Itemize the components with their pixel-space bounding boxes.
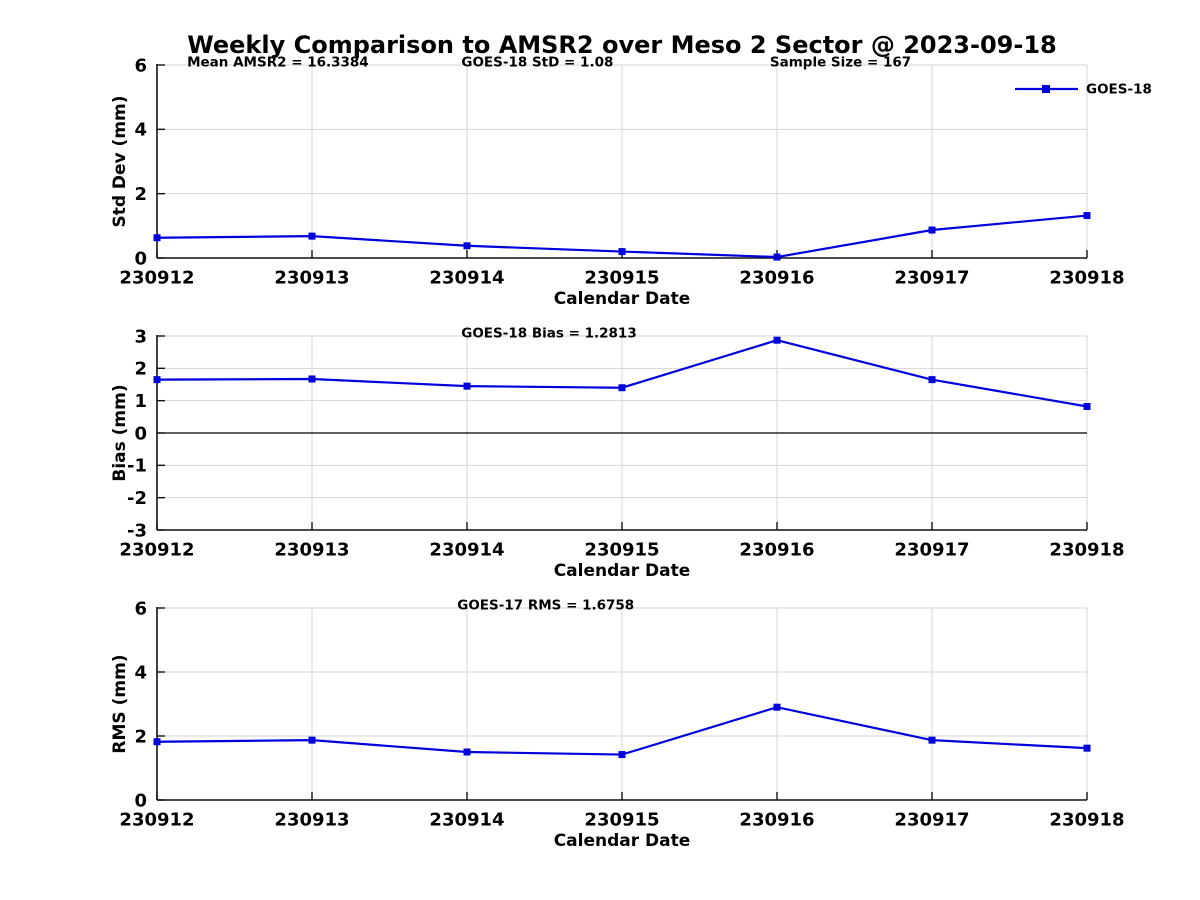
- y-tick-label: -2: [127, 488, 147, 509]
- data-point-marker: [308, 232, 316, 240]
- data-point-marker: [928, 376, 936, 384]
- data-point-marker: [153, 234, 161, 242]
- data-point-marker: [463, 748, 471, 756]
- annotation: GOES-18 StD = 1.08: [461, 55, 613, 71]
- std-dev-chart: 0 2 4 6 230912 230913 230914 230915 230916 230917…: [110, 55, 1152, 309]
- legend: GOES-18: [1015, 82, 1152, 98]
- x-tick-label: 230914: [429, 809, 504, 830]
- y-axis-label: Bias (mm): [110, 384, 130, 481]
- x-axis-label: Calendar Date: [554, 831, 691, 851]
- y-axis-label: Std Dev (mm): [110, 95, 130, 227]
- data-point-marker: [928, 226, 936, 234]
- x-tick-label: 230918: [1049, 809, 1124, 830]
- data-point-marker: [773, 253, 781, 261]
- x-tick-label: 230915: [584, 267, 659, 288]
- data-point-marker: [153, 738, 161, 746]
- y-axis-label: RMS (mm): [110, 654, 130, 753]
- x-tick-label: 230912: [119, 267, 194, 288]
- chart-title: Weekly Comparison to AMSR2 over Meso 2 S…: [187, 31, 1057, 59]
- x-tick-label: 230917: [894, 809, 969, 830]
- y-tick-label: 4: [134, 120, 147, 141]
- legend-marker: [1042, 85, 1050, 93]
- y-tick-label: 0: [134, 248, 147, 269]
- legend-label: GOES-18: [1086, 82, 1152, 98]
- y-tick-label: -1: [127, 456, 147, 477]
- rms-chart: 0 2 4 6 230912 230913 230914 230915 230916 230917…: [110, 598, 1125, 851]
- data-point-marker: [1083, 744, 1091, 752]
- y-tick-label: 6: [134, 55, 147, 76]
- y-tick-label: 3: [134, 326, 147, 347]
- data-point-marker: [618, 751, 626, 759]
- data-point-marker: [463, 382, 471, 390]
- x-tick-label: 230913: [274, 267, 349, 288]
- data-point-marker: [928, 736, 936, 744]
- data-point-marker: [308, 375, 316, 383]
- x-tick-label: 230913: [274, 539, 349, 560]
- x-tick-label: 230914: [429, 267, 504, 288]
- bias-chart: -3 -2 -1 0 1 2 3 230912 230913 230914 230915 230916…: [110, 326, 1125, 581]
- x-tick-label: 230915: [584, 809, 659, 830]
- x-tick-label: 230915: [584, 539, 659, 560]
- x-tick-label: 230912: [119, 539, 194, 560]
- y-tick-label: 2: [134, 726, 147, 747]
- data-point-marker: [773, 703, 781, 711]
- x-tick-label: 230912: [119, 809, 194, 830]
- x-tick-label: 230918: [1049, 267, 1124, 288]
- y-tick-label: 2: [134, 184, 147, 205]
- annotation: Sample Size = 167: [770, 55, 911, 71]
- x-tick-label: 230916: [739, 539, 814, 560]
- annotation: GOES-18 Bias = 1.2813: [461, 326, 636, 342]
- y-tick-label: 1: [134, 391, 147, 412]
- annotation: Mean AMSR2 = 16.3384: [187, 55, 369, 71]
- x-tick-label: 230917: [894, 267, 969, 288]
- data-point-marker: [153, 376, 161, 384]
- y-tick-label: -3: [127, 520, 147, 541]
- data-point-marker: [618, 384, 626, 392]
- data-point-marker: [773, 336, 781, 344]
- x-axis-label: Calendar Date: [554, 289, 691, 309]
- data-point-marker: [463, 242, 471, 250]
- y-tick-label: 0: [134, 423, 147, 444]
- y-tick-label: 0: [134, 790, 147, 811]
- x-tick-label: 230916: [739, 809, 814, 830]
- y-tick-label: 2: [134, 359, 147, 380]
- x-axis-label: Calendar Date: [554, 561, 691, 581]
- y-tick-label: 4: [134, 662, 147, 683]
- annotation: GOES-17 RMS = 1.6758: [457, 598, 634, 614]
- x-tick-label: 230913: [274, 809, 349, 830]
- x-tick-label: 230916: [739, 267, 814, 288]
- data-point-marker: [1083, 402, 1091, 410]
- y-tick-label: 6: [134, 598, 147, 619]
- x-tick-label: 230918: [1049, 539, 1124, 560]
- x-tick-label: 230917: [894, 539, 969, 560]
- data-point-marker: [1083, 212, 1091, 220]
- data-point-marker: [618, 248, 626, 256]
- data-point-marker: [308, 736, 316, 744]
- x-tick-label: 230914: [429, 539, 504, 560]
